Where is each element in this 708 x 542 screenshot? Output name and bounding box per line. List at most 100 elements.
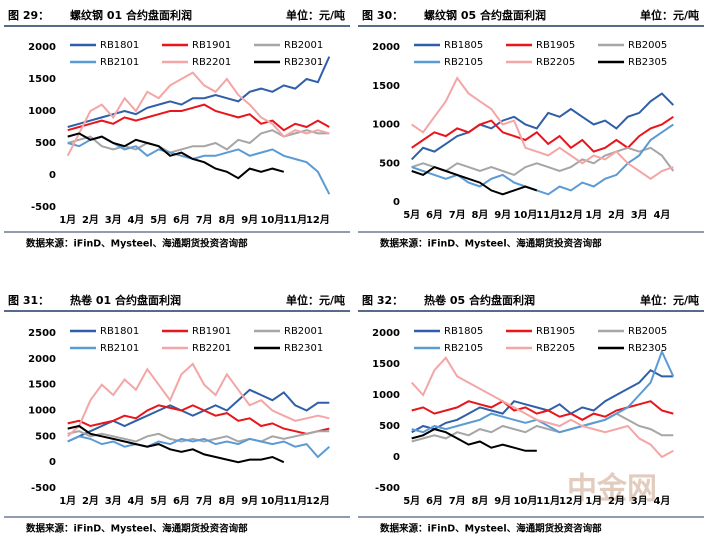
source-note: 数据来源：iFinD、Mysteel、海通期货投资咨询部 [379,523,602,535]
legend-label: RB2201 [192,343,231,354]
x-tick-label: 9月 [241,214,258,226]
x-tick-label: 6月 [173,214,190,226]
x-tick-label: 12月 [559,495,583,507]
x-tick-label: 1月 [585,209,602,221]
x-tick-label: 5月 [150,495,167,507]
y-tick-label: 0 [393,452,400,463]
legend-label: RB2305 [628,57,667,68]
legend-label: RB2301 [284,343,323,354]
y-tick-label: -500 [31,483,56,494]
x-tick-label: 6月 [426,209,443,221]
series-line [411,412,674,443]
x-tick-label: 5月 [150,214,167,226]
legend-label: RB1801 [100,326,139,337]
x-tick-label: 2月 [608,495,625,507]
x-tick-label: 11月 [283,495,307,507]
series-line [411,115,674,153]
x-tick-label: 9月 [494,209,511,221]
x-tick-label: 9月 [241,495,258,507]
y-tick-label: 1000 [372,120,400,131]
y-tick-label: -500 [375,483,400,494]
x-tick-label: 11月 [536,495,560,507]
x-tick-label: 7月 [196,214,213,226]
x-tick-label: 7月 [449,495,466,507]
y-tick-label: 1500 [372,359,400,370]
series-line [411,348,675,434]
unit-label: 单位：元/吨 [640,8,699,22]
figure-number: 图 30： [362,9,403,22]
legend-label: RB1905 [536,40,575,51]
series-line [411,400,674,421]
legend-label: RB1901 [192,40,231,51]
y-tick-label: 2500 [28,328,56,339]
legend-label: RB2205 [536,57,575,68]
x-tick-label: 7月 [196,495,213,507]
legend-label: RB2001 [284,40,323,51]
x-tick-label: 3月 [105,214,122,226]
y-tick-label: 2000 [28,354,56,365]
y-tick-label: 500 [35,431,56,442]
x-tick-label: 2月 [82,214,99,226]
series-line [410,92,675,161]
x-tick-label: 4月 [127,495,144,507]
series-line [411,146,675,177]
x-tick-label: 8月 [218,495,235,507]
series-line [67,424,285,464]
legend-label: RB2005 [628,326,667,337]
x-tick-label: 2月 [82,495,99,507]
series-line [411,428,537,452]
source-note: 数据来源：iFinD、Mysteel、海通期货投资咨询部 [25,523,248,535]
unit-label: 单位：元/吨 [640,293,699,307]
figure-number: 图 29： [8,9,49,22]
y-tick-label: 0 [393,197,400,208]
x-tick-label: 1月 [59,495,76,507]
x-tick-label: 12月 [306,495,330,507]
legend-label: RB2201 [192,57,231,68]
chart-title: 热卷 01 合约盘面利润 [70,293,181,307]
legend-label: RB2005 [628,40,667,51]
x-tick-label: 12月 [559,209,583,221]
x-tick-label: 4月 [653,209,670,221]
watermark: 中金网 [567,472,657,507]
series-line [67,435,330,459]
series-line [67,362,330,438]
legend-label: RB1905 [536,326,575,337]
y-tick-label: 1000 [28,406,56,417]
x-tick-label: 12月 [306,214,330,226]
legend-label: RB2305 [628,343,667,354]
series-line [410,356,674,459]
y-tick-label: 1500 [372,81,400,92]
chart-title: 螺纹钢 01 合约盘面利润 [70,8,192,22]
x-tick-label: 1月 [585,495,602,507]
unit-label: 单位：元/吨 [286,8,345,22]
y-tick-label: 1000 [28,106,56,117]
chart-title: 热卷 05 合约盘面利润 [424,293,535,307]
y-tick-label: 1500 [28,380,56,391]
series-line [67,388,330,443]
x-tick-label: 8月 [218,214,235,226]
y-tick-label: 0 [49,457,56,468]
x-tick-label: 4月 [127,214,144,226]
x-tick-label: 11月 [283,214,307,226]
x-tick-label: 5月 [403,495,420,507]
y-tick-label: 2000 [372,328,400,339]
figure-number: 图 32： [362,294,403,307]
x-tick-label: 2月 [608,209,625,221]
unit-label: 单位：元/吨 [286,293,345,307]
series-line [66,71,330,157]
y-tick-label: 2000 [28,42,56,53]
legend-label: RB2301 [284,57,323,68]
x-tick-label: 10月 [513,495,537,507]
source-note: 数据来源：iFinD、Mysteel、海通期货投资咨询部 [379,238,602,250]
source-note: 数据来源：iFinD、Mysteel、海通期货投资咨询部 [25,238,248,250]
legend-label: RB2001 [284,326,323,337]
x-tick-label: 10月 [513,209,537,221]
chart-title: 螺纹钢 05 合约盘面利润 [424,8,546,22]
x-tick-label: 7月 [449,209,466,221]
legend-label: RB2101 [100,57,139,68]
x-tick-label: 10月 [260,214,284,226]
legend-label: RB2205 [536,343,575,354]
y-tick-label: 500 [35,138,56,149]
legend-label: RB2105 [444,57,483,68]
